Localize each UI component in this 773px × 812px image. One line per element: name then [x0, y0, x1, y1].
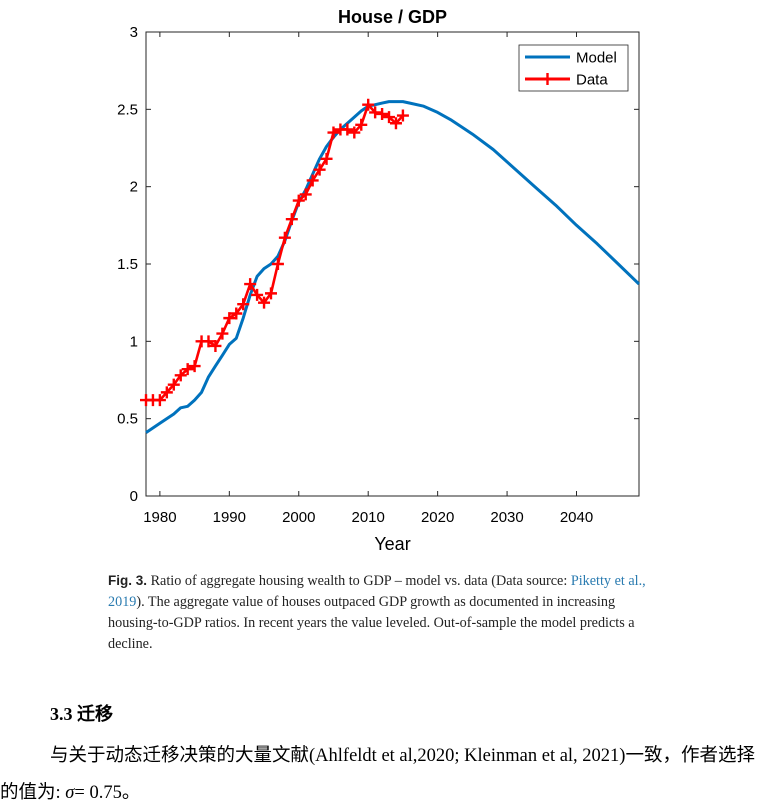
- data-point: [383, 111, 396, 124]
- caption-text-1: Ratio of aggregate housing wealth to GDP…: [150, 573, 571, 589]
- data-point: [202, 335, 215, 348]
- y-tick-label: 0.5: [117, 411, 138, 428]
- data-point: [188, 360, 201, 373]
- x-axis: 1980 1990 2000 2010 2020 2030 2040: [143, 32, 593, 526]
- data-point: [251, 288, 264, 301]
- caption-text-2: ). The aggregate value of houses outpace…: [108, 594, 635, 652]
- x-tick-label: 1980: [143, 509, 176, 526]
- data-point: [341, 123, 354, 136]
- data-point: [299, 188, 312, 201]
- y-tick-label: 1: [130, 333, 138, 350]
- x-tick-label: 2000: [282, 509, 315, 526]
- series-line-model: [145, 100, 641, 434]
- x-tick-label: 2020: [421, 509, 454, 526]
- y-tick-label: 2.5: [117, 101, 138, 118]
- data-point: [306, 174, 319, 187]
- figure-caption: Fig. 3. Ratio of aggregate housing wealt…: [108, 570, 656, 655]
- legend-marker-data: [541, 73, 554, 85]
- data-point: [209, 339, 222, 352]
- x-tick-label: 2030: [490, 509, 523, 526]
- data-point: [167, 378, 180, 391]
- data-point: [348, 126, 361, 139]
- data-point: [376, 107, 389, 120]
- data-point: [230, 307, 243, 320]
- data-point: [327, 126, 340, 139]
- data-point: [264, 287, 277, 300]
- data-point: [223, 312, 236, 325]
- sigma-symbol: σ: [65, 783, 75, 803]
- legend-label-model: Model: [576, 50, 617, 67]
- data-point: [396, 109, 409, 122]
- data-point: [313, 163, 326, 176]
- section-number: 3.3: [50, 704, 73, 724]
- body-paragraph: 与关于动态迁移决策的大量文献(Ahlfeldt et al,2020; Klei…: [0, 738, 773, 812]
- data-point: [355, 118, 368, 131]
- x-tick-label: 2040: [560, 509, 593, 526]
- data-point: [174, 369, 187, 382]
- y-tick-label: 0: [130, 488, 138, 505]
- y-axis: 0 0.5 1 1.5 2 2.5 3: [117, 24, 639, 505]
- section-heading: 3.3 迁移: [50, 700, 113, 726]
- data-point: [362, 98, 375, 111]
- legend: Model Data: [518, 44, 629, 92]
- section-title: 迁移: [77, 704, 113, 724]
- paragraph-text: 与关于动态迁移决策的大量文献(Ahlfeldt et al,2020; Klei…: [0, 746, 755, 803]
- chart-title: House / GDP: [338, 7, 447, 27]
- data-point: [244, 278, 257, 291]
- line-chart: House / GDP 1980 1990 2000 2010 2020 2030 2040…: [117, 7, 641, 554]
- data-point: [216, 327, 229, 340]
- x-axis-label: Year: [374, 534, 410, 554]
- y-tick-label: 3: [130, 24, 138, 41]
- sigma-value: = 0.75。: [74, 783, 141, 803]
- y-tick-label: 1.5: [117, 256, 138, 273]
- data-point: [320, 152, 333, 165]
- caption-source-link[interactable]: Piketty et al., 2019: [108, 573, 646, 610]
- legend-box: [518, 44, 629, 92]
- data-point: [258, 296, 271, 309]
- x-tick-label: 2010: [352, 509, 385, 526]
- data-point: [237, 298, 250, 311]
- data-point: [389, 117, 402, 130]
- data-point: [153, 394, 166, 407]
- data-point: [292, 194, 305, 207]
- data-point: [271, 258, 284, 270]
- data-point: [285, 213, 298, 226]
- data-point: [369, 106, 382, 119]
- data-point: [278, 231, 291, 244]
- data-point: [160, 386, 173, 399]
- plot-area: [145, 31, 640, 497]
- data-point: [181, 363, 194, 376]
- figure-label: Fig. 3.: [108, 573, 148, 588]
- series-layer: [140, 98, 641, 434]
- x-tick-label: 1990: [213, 509, 246, 526]
- legend-label-data: Data: [576, 72, 608, 89]
- y-tick-label: 2: [130, 179, 138, 196]
